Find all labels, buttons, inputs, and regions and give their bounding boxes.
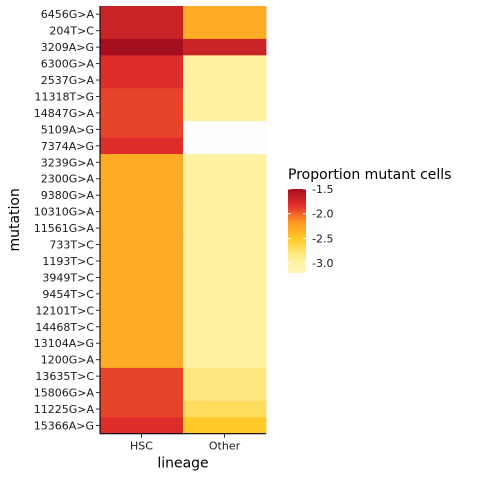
y-tick-label: 13635T>C <box>35 370 94 383</box>
legend-tick-label: -3.0 <box>312 257 333 270</box>
heatmap-cell <box>100 285 184 303</box>
y-tick-label: 14847G>A <box>34 107 95 120</box>
heatmap-cell <box>183 351 267 369</box>
y-tick-label: 3949T>C <box>42 271 94 284</box>
heatmap-cell <box>100 219 184 237</box>
heatmap-cell <box>183 318 267 336</box>
heatmap-cell <box>100 302 184 319</box>
legend-tick-label: -2.5 <box>312 232 333 245</box>
heatmap-cell <box>100 318 184 336</box>
heatmap-cell <box>100 203 184 221</box>
heatmap-cell <box>100 55 184 73</box>
heatmap-cell <box>183 400 267 418</box>
heatmap-cell <box>183 417 267 435</box>
heatmap-cell <box>183 236 267 254</box>
y-tick-label: 13104A>G <box>34 337 94 350</box>
heatmap-cell <box>183 170 267 188</box>
heatmap-cell <box>183 269 267 287</box>
heatmap-cell <box>100 400 184 418</box>
x-axis-title: lineage <box>157 456 208 472</box>
heatmap-cell <box>183 104 267 122</box>
heatmap-cell <box>183 6 267 23</box>
heatmap-cell <box>183 302 267 319</box>
legend-colorbar <box>288 189 306 273</box>
heatmap-cell <box>100 170 184 188</box>
axes <box>99 6 266 435</box>
heatmap-cell <box>183 154 267 171</box>
heatmap-cells <box>100 6 267 435</box>
y-axis-title: mutation <box>7 188 23 251</box>
heatmap-cell <box>100 88 184 106</box>
y-tick-label: 11225G>A <box>34 403 95 416</box>
heatmap-cell <box>100 137 184 155</box>
x-tick-label: Other <box>209 440 241 453</box>
heatmap-cell <box>100 38 184 56</box>
heatmap-cell <box>183 55 267 73</box>
y-tick-label: 14468T>C <box>35 321 94 334</box>
heatmap-cell <box>100 335 184 352</box>
heatmap-cell <box>100 104 184 122</box>
heatmap-cell <box>183 252 267 270</box>
y-tick-label: 6456G>A <box>41 8 95 21</box>
heatmap-cell <box>183 88 267 106</box>
heatmap-cell <box>183 367 267 385</box>
heatmap-cell <box>100 236 184 254</box>
heatmap-cell <box>100 269 184 287</box>
y-tick-label: 11318T>G <box>35 90 94 103</box>
y-tick-label: 10310G>A <box>34 206 95 219</box>
y-tick-label: 12101T>C <box>35 304 94 317</box>
heatmap-cell <box>183 203 267 221</box>
y-tick-label: 1200G>A <box>41 354 95 367</box>
y-tick-label: 3239G>A <box>41 156 95 169</box>
y-tick-label: 1193T>C <box>42 255 94 268</box>
heatmap-cell <box>183 137 267 155</box>
y-tick-label: 733T>C <box>49 239 94 252</box>
legend-tick-label: -1.5 <box>312 183 333 196</box>
heatmap-cell <box>100 252 184 270</box>
heatmap-cell <box>183 335 267 352</box>
y-tick-label: 7374A>G <box>41 140 94 153</box>
y-tick-label: 11561G>A <box>34 222 95 235</box>
y-tick-label: 5109A>G <box>41 123 94 136</box>
heatmap-cell <box>100 121 184 138</box>
y-tick-label: 9454T>C <box>42 288 94 301</box>
heatmap-cell <box>183 71 267 89</box>
y-tick-label: 3209A>G <box>41 41 94 54</box>
heatmap-cell <box>100 367 184 385</box>
heatmap-cell <box>183 186 267 204</box>
y-tick-label: 15366A>G <box>34 419 94 432</box>
heatmap-cell <box>183 219 267 237</box>
x-axis-ticks: HSC Other <box>130 433 241 453</box>
heatmap-cell <box>100 71 184 89</box>
y-tick-label: 6300G>A <box>41 58 95 71</box>
y-tick-label: 204T>C <box>49 25 94 38</box>
heatmap-cell <box>100 417 184 435</box>
legend-tick-label: -2.0 <box>312 208 333 221</box>
y-tick-label: 15806G>A <box>34 387 95 400</box>
heatmap-cell <box>100 6 184 23</box>
y-tick-label: 2537G>A <box>41 74 95 87</box>
heatmap-cell <box>183 38 267 56</box>
heatmap-cell <box>183 22 267 40</box>
y-tick-label: 9380G>A <box>41 189 95 202</box>
legend-ticks: -1.5 -2.0 -2.5 -3.0 <box>288 183 333 270</box>
heatmap-cell <box>183 384 267 402</box>
heatmap-cell <box>183 285 267 303</box>
heatmap-cell <box>183 121 267 138</box>
heatmap-cell <box>100 22 184 40</box>
heatmap-cell <box>100 154 184 171</box>
heatmap-cell <box>100 351 184 369</box>
y-tick-label: 2300G>A <box>41 173 95 186</box>
heatmap-cell <box>100 186 184 204</box>
x-tick-label: HSC <box>130 440 153 453</box>
y-axis-ticks: 6456G>A 204T>C 3209A>G 6300G>A 2537G>A 11318T… <box>34 8 100 432</box>
legend: Proportion mutant cells -1.5 -2.0 -2.5 -3.0 <box>288 167 451 273</box>
legend-title: Proportion mutant cells <box>288 167 451 183</box>
heatmap-cell <box>100 384 184 402</box>
